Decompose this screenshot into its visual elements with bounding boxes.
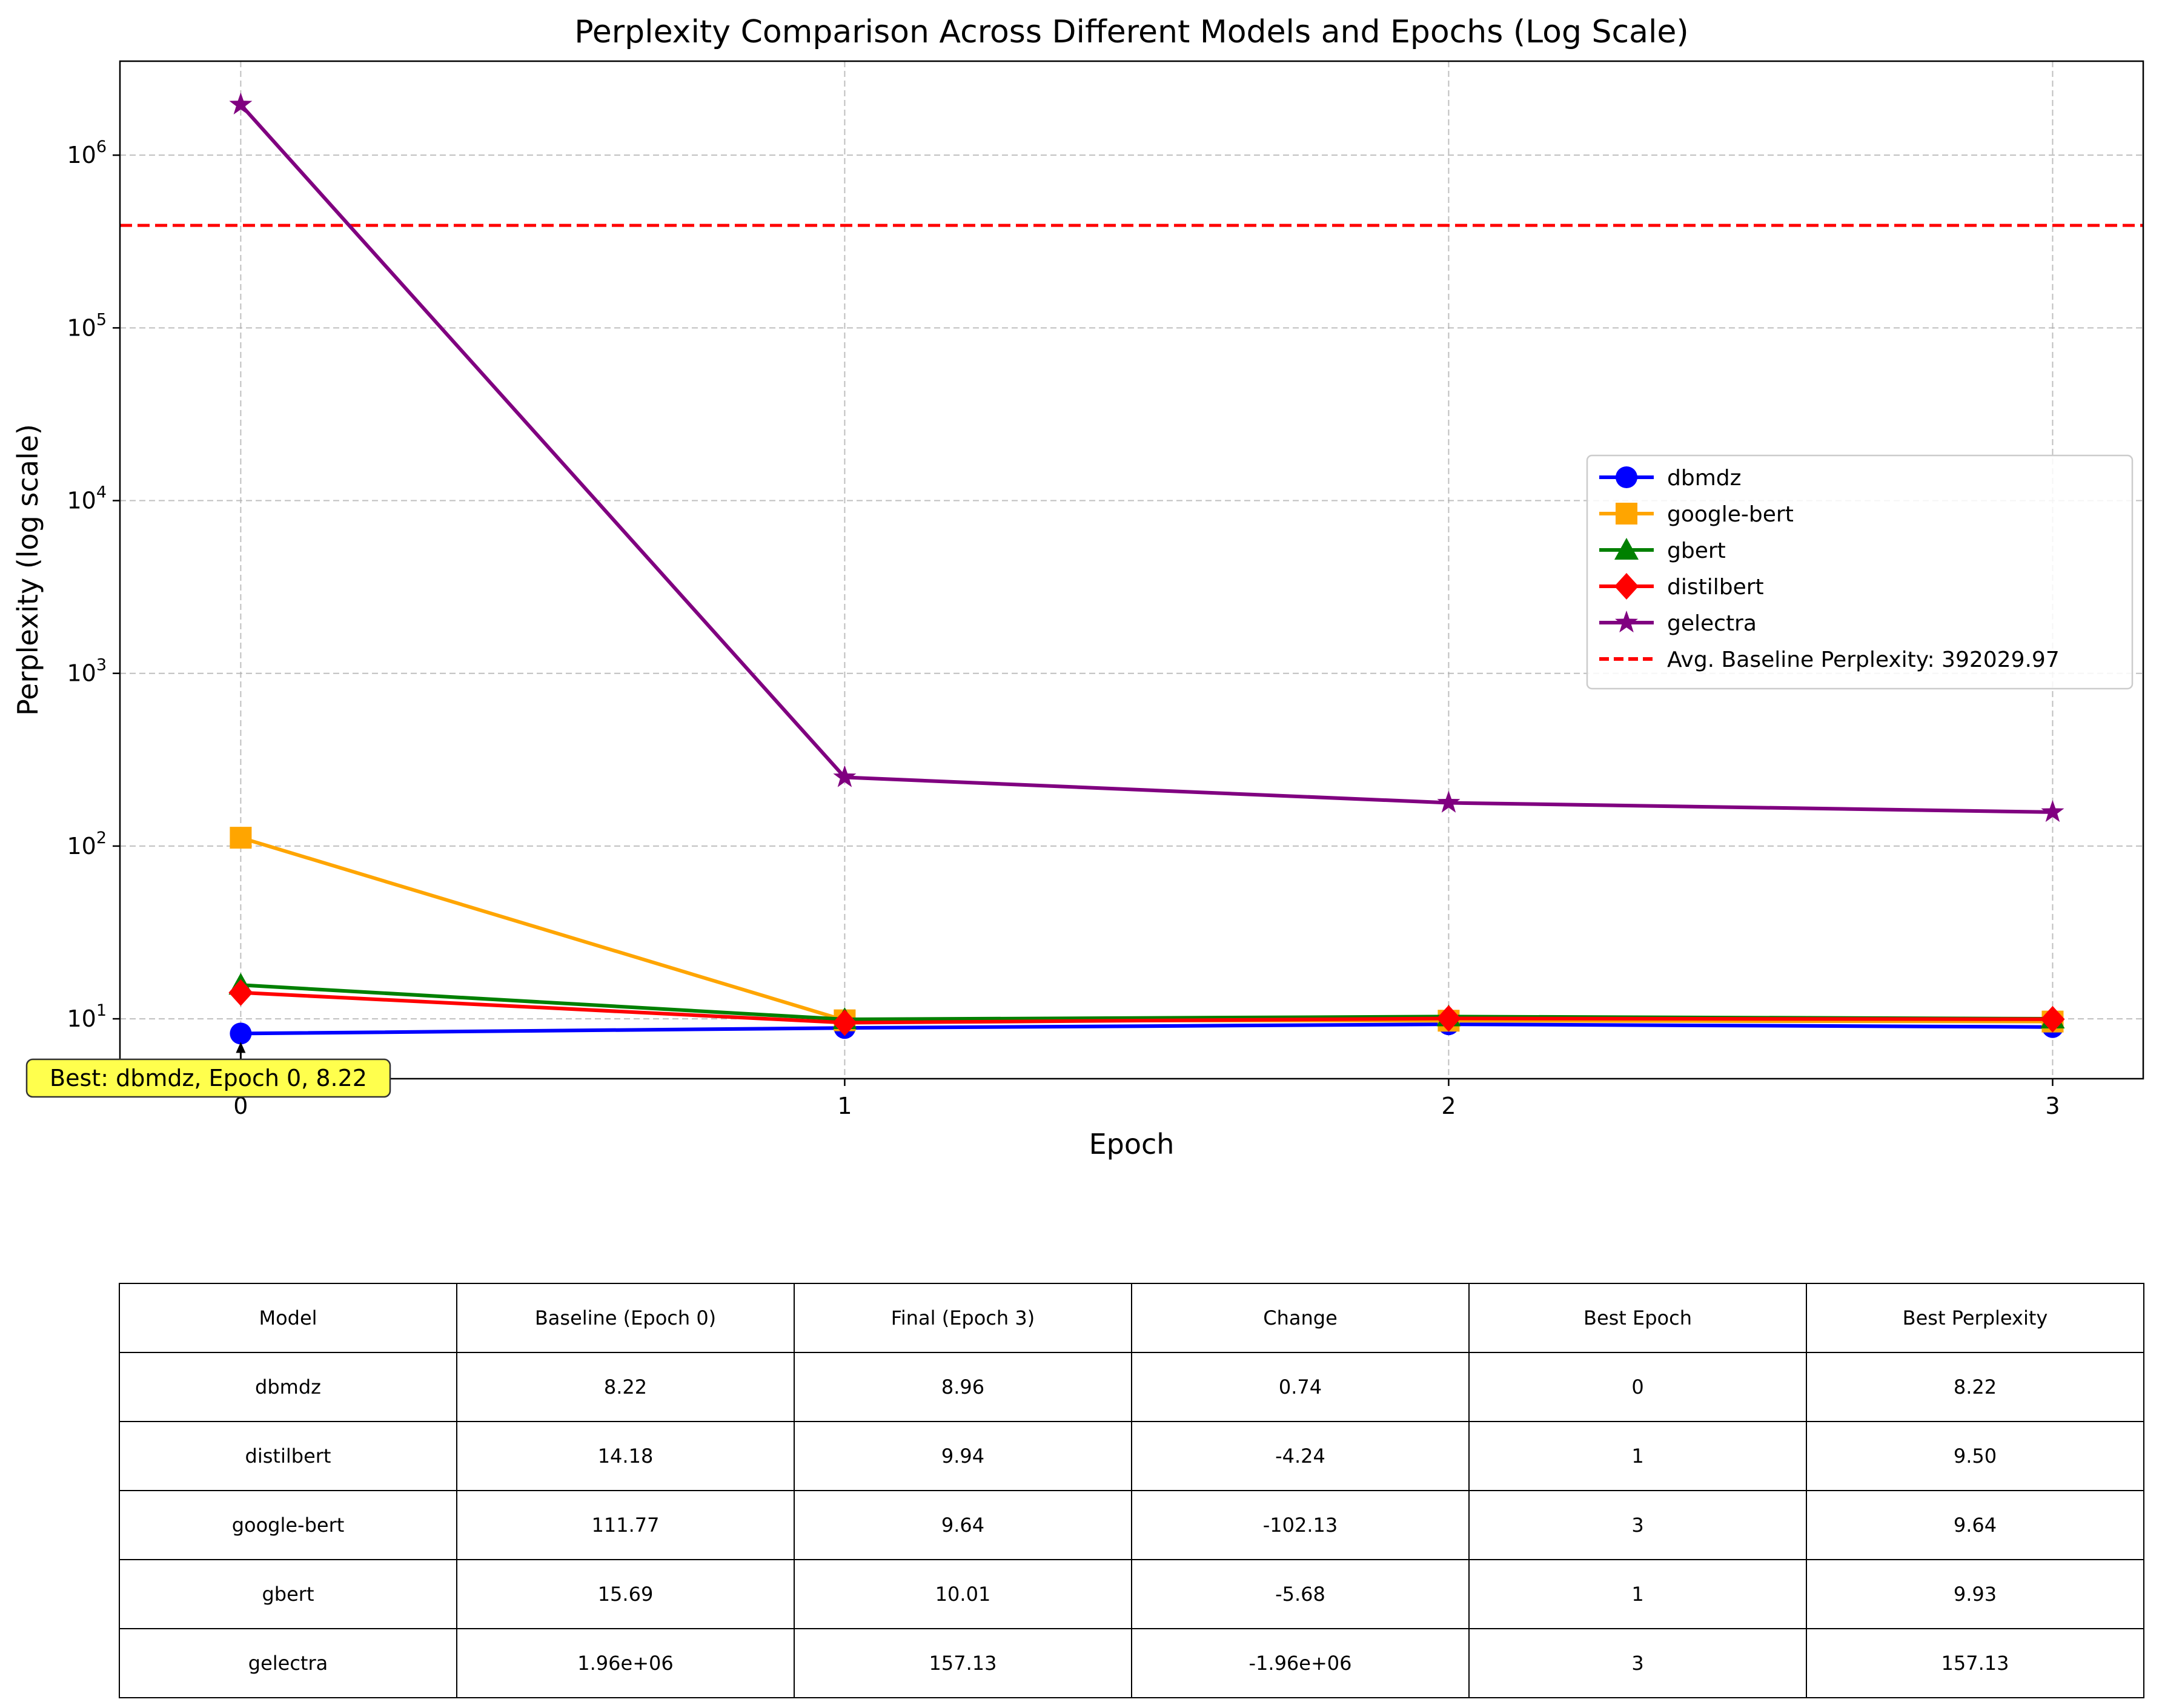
annotation-arrow-head	[236, 1042, 246, 1053]
data-point-distilbert	[228, 979, 253, 1006]
table-row: dbmdz 8.22 8.96 0.74 0 8.22	[119, 1352, 2144, 1422]
legend-marker	[1616, 503, 1637, 525]
table-cell: 3	[1468, 1628, 1807, 1698]
data-point-distilbert	[1436, 1005, 1461, 1032]
legend-label: google-bert	[1667, 502, 1794, 527]
results-table-body: Model Baseline (Epoch 0) Final (Epoch 3) Ch…	[119, 1283, 2144, 1698]
series-layer	[228, 92, 2065, 1045]
table-cell: 3	[1468, 1490, 1807, 1560]
table-cell: google-bert	[119, 1490, 457, 1560]
table-cell: 8.22	[1806, 1352, 2144, 1422]
table-header-cell: Best Epoch	[1468, 1283, 1807, 1353]
data-point-gelectra	[833, 765, 857, 787]
table-header-row: Model Baseline (Epoch 0) Final (Epoch 3) Ch…	[119, 1283, 2144, 1353]
table-cell: 1	[1468, 1559, 1807, 1629]
data-point-gelectra	[229, 92, 253, 114]
table-header-cell: Best Perplexity	[1806, 1283, 2144, 1353]
chart: Perplexity Comparison Across Different M…	[12, 14, 2144, 1160]
table-cell: 9.94	[794, 1421, 1132, 1491]
y-tick-label: 101	[67, 1001, 107, 1032]
series-line-gbert	[240, 983, 2053, 1021]
table-cell: gelectra	[119, 1628, 457, 1698]
series-line-google-bert	[240, 836, 2053, 1024]
table-cell: 9.50	[1806, 1421, 2144, 1491]
legend-label: gelectra	[1667, 611, 1757, 636]
annotation-text: Best: dbmdz, Epoch 0, 8.22	[50, 1065, 367, 1091]
x-tick-label: 1	[837, 1093, 852, 1119]
table-cell: 111.77	[456, 1490, 795, 1560]
table-row: google-bert 111.77 9.64 -102.13 3 9.64	[119, 1490, 2144, 1560]
table-header-cell: Baseline (Epoch 0)	[456, 1283, 795, 1353]
table-cell: -1.96e+06	[1131, 1628, 1470, 1698]
data-point-gelectra	[2041, 799, 2064, 823]
data-point-gelectra	[1437, 790, 1461, 813]
table-cell: -102.13	[1131, 1490, 1470, 1560]
table-cell: gbert	[119, 1559, 457, 1629]
chart-title: Perplexity Comparison Across Different M…	[574, 14, 1688, 50]
x-tick-label: 3	[2045, 1093, 2060, 1119]
series-line-gelectra	[239, 103, 2053, 814]
table-cell: 157.13	[1806, 1628, 2144, 1698]
legend-box	[1586, 454, 2134, 690]
legend-marker	[1616, 466, 1637, 488]
y-tick-label: 106	[67, 137, 107, 168]
table-cell: distilbert	[119, 1421, 457, 1491]
plot-frame	[119, 60, 2144, 1080]
table-cell: 157.13	[794, 1628, 1132, 1698]
y-tick-label: 104	[67, 483, 107, 514]
series-line-distilbert	[240, 990, 2053, 1025]
table-cell: 14.18	[456, 1421, 795, 1491]
legend-label: gbert	[1667, 538, 1726, 563]
table-cell: 9.64	[794, 1490, 1132, 1560]
table-cell: 0.74	[1131, 1352, 1470, 1422]
data-point-google-bert	[230, 827, 252, 849]
table-cell: 0	[1468, 1352, 1807, 1422]
x-axis-label: Epoch	[1089, 1128, 1175, 1160]
table-cell: -4.24	[1131, 1421, 1470, 1491]
legend: dbmdz google-bert gbert distilbert gelectra A…	[1586, 454, 2134, 690]
legend-label: dbmdz	[1667, 466, 1742, 491]
annotation-box	[25, 1058, 391, 1098]
table-cell: -5.68	[1131, 1559, 1470, 1629]
table-cell: 8.96	[794, 1352, 1132, 1422]
table-cell: dbmdz	[119, 1352, 457, 1422]
legend-label: Avg. Baseline Perplexity: 392029.97	[1667, 647, 2060, 672]
legend-label: distilbert	[1667, 575, 1764, 600]
best-annotation: Best: dbmdz, Epoch 0, 8.22	[25, 1042, 391, 1098]
table-cell: 1	[1468, 1421, 1807, 1491]
y-axis-label: Perplexity (log scale)	[12, 424, 44, 716]
y-tick-label: 105	[67, 310, 107, 341]
data-point-distilbert	[832, 1009, 857, 1036]
data-point-distilbert	[2040, 1005, 2065, 1033]
table-cell: 10.01	[794, 1559, 1132, 1629]
table-header-cell: Model	[119, 1283, 457, 1353]
data-point-dbmdz	[230, 1022, 252, 1045]
y-tick-label: 102	[67, 829, 107, 859]
table-cell: 9.93	[1806, 1559, 2144, 1629]
y-tick-label: 103	[67, 656, 107, 687]
table-header-cell: Final (Epoch 3)	[794, 1283, 1132, 1353]
table-cell: 8.22	[456, 1352, 795, 1422]
table-cell: 9.64	[1806, 1490, 2144, 1560]
x-tick-label: 2	[1441, 1093, 1456, 1119]
table-cell: 15.69	[456, 1559, 795, 1629]
table-header-cell: Change	[1131, 1283, 1470, 1353]
legend-marker	[1614, 538, 1639, 560]
table-row: gelectra 1.96e+06 157.13 -1.96e+06 3 157.13	[119, 1628, 2144, 1698]
legend-marker	[1614, 573, 1639, 600]
legend-marker	[1615, 611, 1638, 633]
table-row: distilbert 14.18 9.94 -4.24 1 9.50	[119, 1421, 2144, 1491]
table-row: gbert 15.69 10.01 -5.68 1 9.93	[119, 1559, 2144, 1629]
series-line-dbmdz	[240, 1022, 2053, 1036]
results-table: Model Baseline (Epoch 0) Final (Epoch 3) Ch…	[119, 1283, 2144, 1698]
table-cell: 1.96e+06	[456, 1628, 795, 1698]
